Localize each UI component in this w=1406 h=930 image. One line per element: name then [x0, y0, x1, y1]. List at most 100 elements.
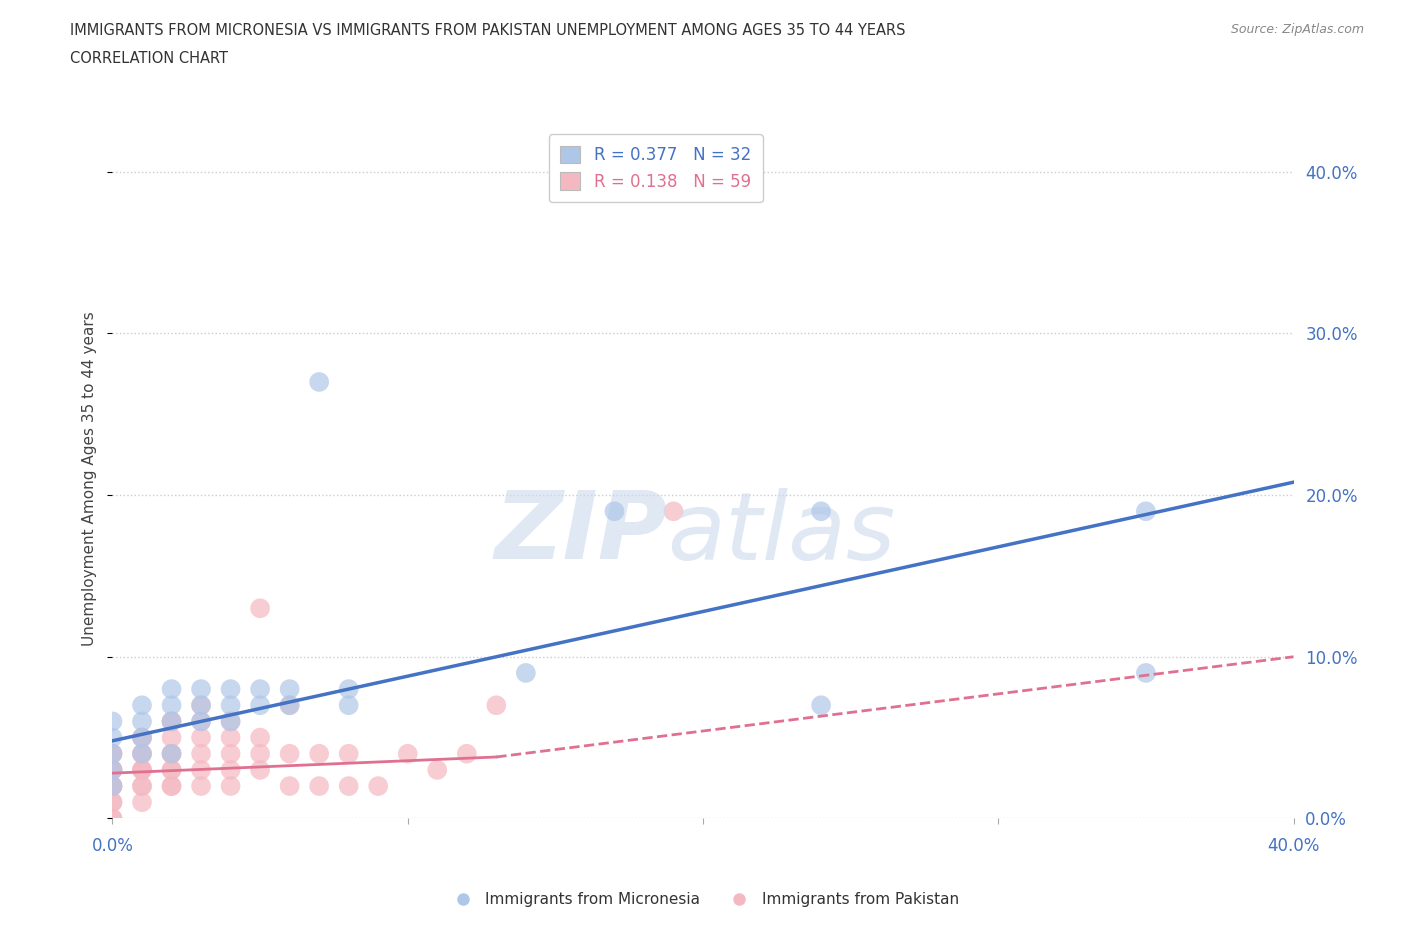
Point	[131, 763, 153, 777]
Point	[515, 666, 537, 681]
Point	[131, 763, 153, 777]
Point	[190, 763, 212, 777]
Point	[190, 698, 212, 712]
Point	[219, 778, 242, 793]
Point	[160, 714, 183, 729]
Point	[190, 714, 212, 729]
Point	[308, 375, 330, 390]
Point	[101, 763, 124, 777]
Legend: Immigrants from Micronesia, Immigrants from Pakistan: Immigrants from Micronesia, Immigrants f…	[441, 886, 965, 913]
Point	[101, 795, 124, 810]
Point	[1135, 666, 1157, 681]
Point	[219, 714, 242, 729]
Point	[101, 778, 124, 793]
Point	[131, 714, 153, 729]
Point	[190, 778, 212, 793]
Point	[101, 763, 124, 777]
Point	[308, 746, 330, 761]
Point	[160, 698, 183, 712]
Point	[190, 714, 212, 729]
Point	[131, 730, 153, 745]
Point	[160, 763, 183, 777]
Text: Source: ZipAtlas.com: Source: ZipAtlas.com	[1230, 23, 1364, 36]
Point	[131, 698, 153, 712]
Text: 0.0%: 0.0%	[91, 837, 134, 856]
Point	[219, 746, 242, 761]
Point	[426, 763, 449, 777]
Point	[456, 746, 478, 761]
Point	[278, 698, 301, 712]
Point	[101, 746, 124, 761]
Point	[101, 811, 124, 826]
Point	[131, 730, 153, 745]
Point	[662, 504, 685, 519]
Point	[219, 714, 242, 729]
Point	[190, 746, 212, 761]
Point	[160, 778, 183, 793]
Text: atlas: atlas	[668, 487, 896, 578]
Legend: R = 0.377   N = 32, R = 0.138   N = 59: R = 0.377 N = 32, R = 0.138 N = 59	[548, 134, 762, 202]
Point	[160, 682, 183, 697]
Point	[249, 601, 271, 616]
Point	[249, 763, 271, 777]
Point	[101, 778, 124, 793]
Point	[131, 778, 153, 793]
Point	[219, 682, 242, 697]
Point	[131, 746, 153, 761]
Point	[131, 795, 153, 810]
Point	[249, 746, 271, 761]
Text: ZIP: ZIP	[495, 487, 668, 579]
Point	[160, 746, 183, 761]
Point	[190, 698, 212, 712]
Point	[131, 763, 153, 777]
Point	[160, 746, 183, 761]
Point	[337, 682, 360, 697]
Point	[101, 746, 124, 761]
Point	[160, 714, 183, 729]
Point	[278, 778, 301, 793]
Point	[1135, 504, 1157, 519]
Point	[249, 730, 271, 745]
Point	[131, 746, 153, 761]
Point	[160, 746, 183, 761]
Point	[367, 778, 389, 793]
Point	[101, 763, 124, 777]
Point	[278, 698, 301, 712]
Point	[190, 730, 212, 745]
Point	[337, 698, 360, 712]
Point	[131, 778, 153, 793]
Point	[160, 763, 183, 777]
Point	[101, 714, 124, 729]
Point	[190, 682, 212, 697]
Point	[249, 682, 271, 697]
Point	[219, 763, 242, 777]
Point	[485, 698, 508, 712]
Text: CORRELATION CHART: CORRELATION CHART	[70, 51, 228, 66]
Point	[308, 778, 330, 793]
Point	[810, 504, 832, 519]
Point	[396, 746, 419, 761]
Point	[101, 763, 124, 777]
Point	[101, 746, 124, 761]
Point	[101, 811, 124, 826]
Text: IMMIGRANTS FROM MICRONESIA VS IMMIGRANTS FROM PAKISTAN UNEMPLOYMENT AMONG AGES 3: IMMIGRANTS FROM MICRONESIA VS IMMIGRANTS…	[70, 23, 905, 38]
Point	[337, 778, 360, 793]
Point	[603, 504, 626, 519]
Point	[219, 730, 242, 745]
Point	[160, 778, 183, 793]
Point	[160, 714, 183, 729]
Point	[278, 746, 301, 761]
Point	[160, 730, 183, 745]
Text: 40.0%: 40.0%	[1267, 837, 1320, 856]
Point	[249, 698, 271, 712]
Point	[810, 698, 832, 712]
Point	[101, 778, 124, 793]
Point	[219, 698, 242, 712]
Point	[131, 730, 153, 745]
Point	[101, 795, 124, 810]
Point	[278, 682, 301, 697]
Point	[101, 730, 124, 745]
Point	[101, 778, 124, 793]
Point	[337, 746, 360, 761]
Point	[131, 746, 153, 761]
